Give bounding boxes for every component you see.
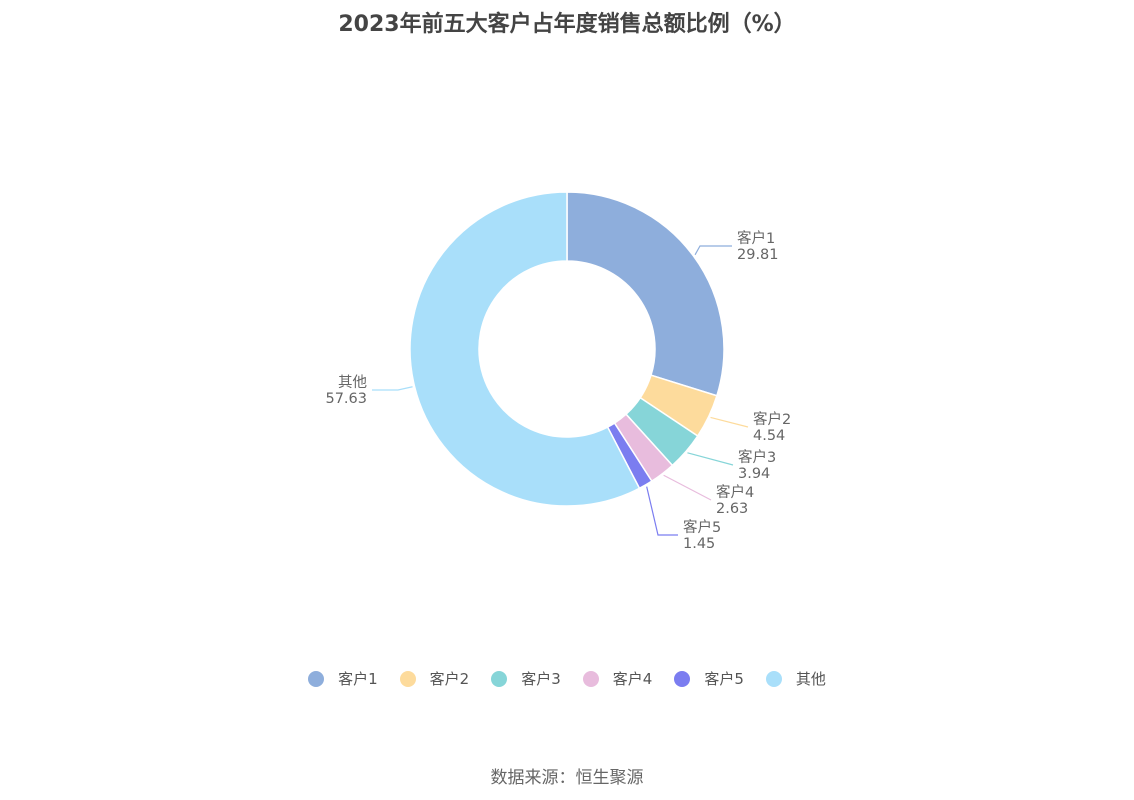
slice-value-label-6: 57.63	[325, 391, 367, 407]
legend-item-2[interactable]: 客户2	[399, 668, 470, 689]
legend-label: 客户4	[612, 670, 653, 688]
legend-item-1[interactable]: 客户1	[308, 668, 378, 689]
slice-value-label-2: 4.54	[753, 428, 785, 444]
legend-dot-icon	[399, 670, 416, 687]
legend-dot-icon	[491, 670, 508, 687]
chart-legend: 客户1 客户2 客户3 客户4 客户5 其他	[0, 668, 1134, 689]
slice-value-label-4: 2.63	[716, 501, 748, 517]
chart-title: 2023年前五大客户占年度销售总额比例（%）	[338, 12, 796, 37]
legend-label: 客户3	[521, 670, 561, 688]
legend-label: 其他	[795, 670, 826, 688]
legend-item-4[interactable]: 客户4	[582, 668, 653, 689]
slice-value-label-5: 1.45	[683, 536, 715, 552]
leader-line-6	[372, 386, 413, 391]
slice-1	[566, 191, 725, 397]
leader-line-1	[694, 245, 732, 256]
legend-item-3[interactable]: 客户3	[491, 668, 561, 689]
slice-value-label-1: 29.81	[737, 247, 779, 263]
slice-name-label-3: 客户3	[738, 449, 776, 466]
leader-line-3	[687, 452, 734, 466]
legend-label: 客户2	[429, 670, 470, 688]
data-source: 数据来源：恒生聚源	[490, 768, 644, 788]
legend-dot-icon	[765, 670, 782, 687]
legend-label: 客户1	[338, 670, 378, 688]
slice-6	[409, 191, 641, 507]
leader-line-4	[663, 474, 712, 501]
legend-label: 客户5	[704, 670, 744, 688]
slice-name-label-4: 客户4	[716, 484, 754, 501]
slice-name-label-6: 其他	[338, 374, 367, 391]
slice-name-label-5: 客户5	[683, 519, 721, 536]
slice-name-label-2: 客户2	[753, 411, 791, 428]
slice-value-label-3: 3.94	[738, 466, 770, 482]
leader-line-2	[710, 416, 749, 428]
legend-item-6[interactable]: 其他	[765, 668, 826, 689]
legend-dot-icon	[308, 670, 325, 687]
legend-dot-icon	[582, 670, 599, 687]
leader-line-5	[646, 486, 678, 536]
legend-dot-icon	[674, 670, 691, 687]
slice-name-label-1: 客户1	[737, 230, 775, 247]
legend-item-5[interactable]: 客户5	[674, 668, 744, 689]
